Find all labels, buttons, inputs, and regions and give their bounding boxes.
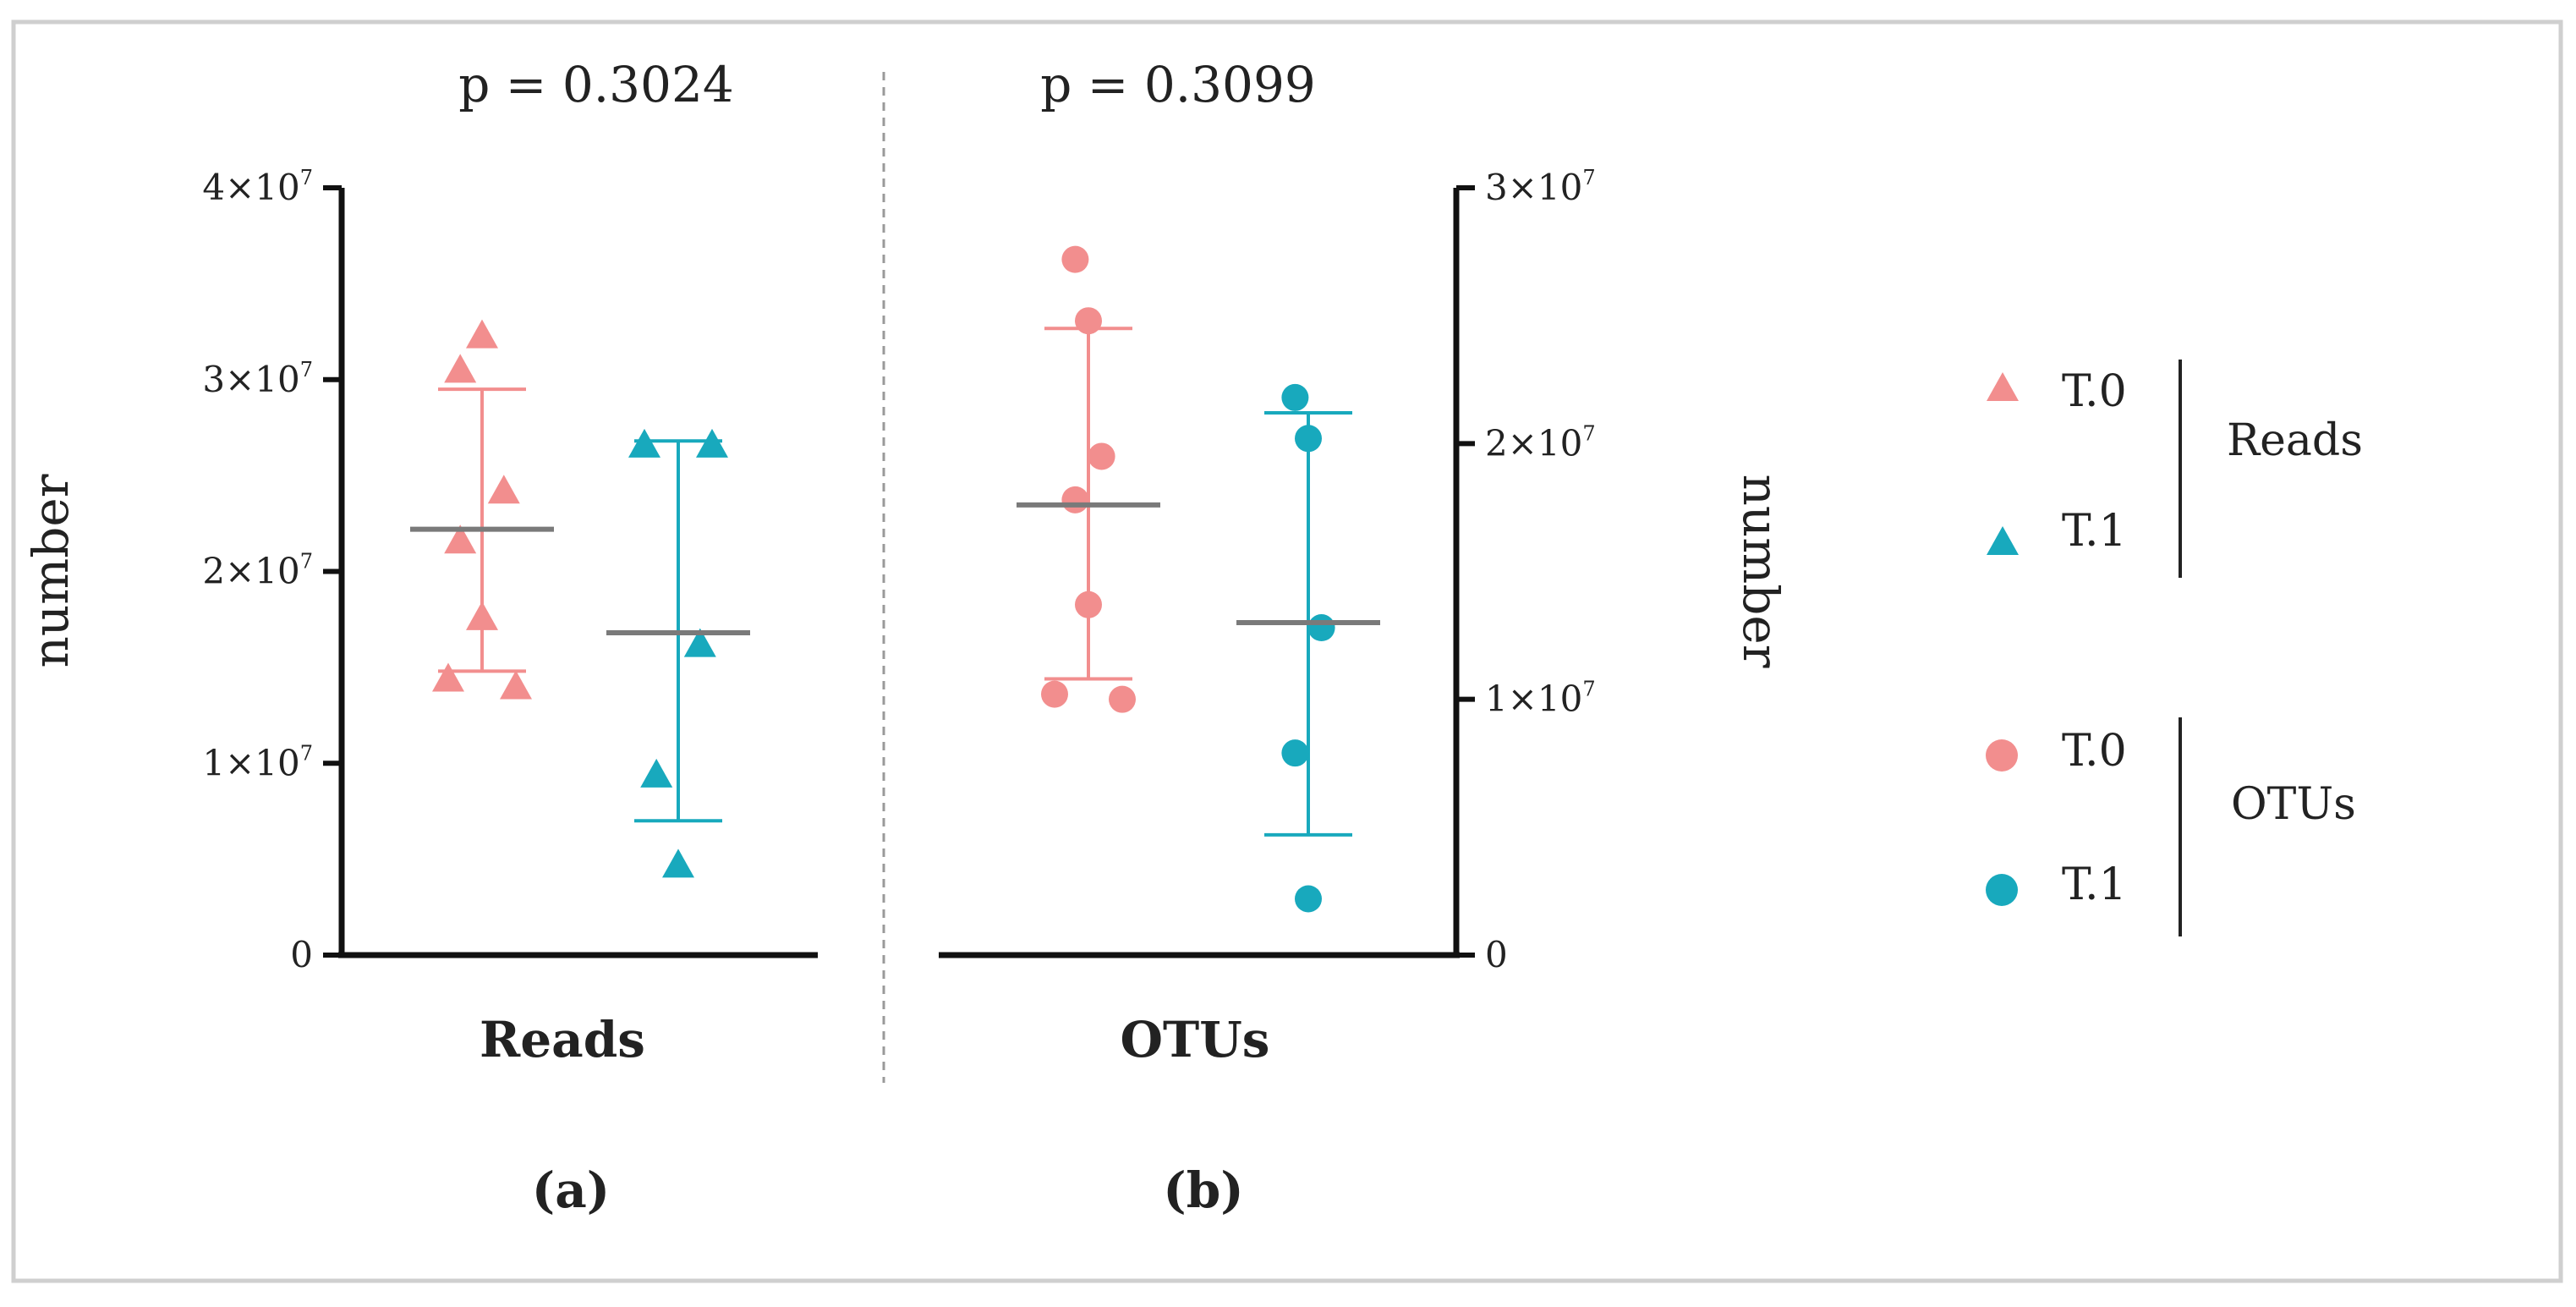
y-tick-label-a-4: 4×107 [202, 166, 313, 208]
p-value-b: p = 0.3099 [1040, 56, 1316, 113]
point-a-T0-5 [432, 662, 464, 692]
legend-label-reads-t0: T.0 [2062, 366, 2127, 417]
y-axis-label-a: number [22, 474, 79, 667]
panel-a: p = 0.3024 number 01×1072×1073×1074×107 … [22, 56, 818, 1219]
y-ticks-b: 0 1×107 2×107 3×107 [1456, 166, 1596, 975]
point-b-T0-4 [1075, 590, 1102, 618]
y-tick-label-b-0: 0 [1485, 934, 1508, 975]
point-a-T1-1 [696, 428, 728, 458]
point-b-T1-0 [1281, 383, 1309, 411]
point-b-T1-4 [1295, 885, 1322, 913]
legend-marker-otus-t1 [1986, 874, 2018, 906]
point-b-T1-2 [1307, 614, 1335, 642]
y-tick-label-a-3: 3×107 [202, 358, 313, 400]
y-tick-exp-b-2: 7 [1582, 421, 1595, 445]
point-a-T1-4 [662, 848, 694, 878]
legend: T.0 T.1 Reads T.0 T.1 OTUs [1986, 360, 2363, 936]
point-a-T1-0 [628, 428, 660, 458]
y-tick-label-a-1: 1×107 [202, 741, 313, 783]
category-label-b: OTUs [1121, 1011, 1270, 1068]
point-a-T0-2 [487, 475, 520, 504]
y-tick-label-b-2: 2×107 [1485, 421, 1596, 464]
legend-group-label-reads: Reads [2227, 415, 2363, 466]
y-tick-label-a-2: 2×107 [202, 550, 313, 592]
y-tick-label-b-1: 1×107 [1485, 678, 1596, 720]
legend-group-reads: T.0 T.1 Reads [1987, 360, 2363, 578]
y-tick-exp-a-4: 7 [300, 166, 313, 189]
data-marks-a [410, 319, 750, 878]
point-a-T0-1 [466, 319, 498, 349]
panel-label-b: (b) [1163, 1161, 1243, 1219]
legend-marker-otus-t0 [1986, 739, 2018, 772]
y-tick-label-a-0: 0 [290, 934, 313, 975]
point-b-T0-6 [1109, 685, 1136, 713]
y-tick-exp-b-1: 7 [1582, 678, 1595, 701]
point-a-T0-4 [466, 601, 498, 630]
point-b-T0-3 [1061, 486, 1089, 513]
legend-group-otus: T.0 T.1 OTUs [1986, 717, 2356, 936]
point-b-T0-1 [1075, 307, 1102, 335]
point-b-T1-1 [1295, 425, 1322, 453]
point-a-T0-6 [500, 670, 532, 700]
p-value-a: p = 0.3024 [458, 56, 734, 113]
legend-marker-reads-t0 [1987, 372, 2019, 401]
y-ticks-a: 0 1×107 2×107 3×107 4×107 [202, 166, 342, 975]
legend-marker-reads-t1 [1987, 526, 2019, 555]
y-tick-label-b-3: 3×107 [1485, 166, 1596, 208]
point-a-T1-2 [683, 628, 716, 657]
point-a-T0-0 [444, 354, 477, 383]
legend-label-reads-t1: T.1 [2062, 506, 2127, 557]
legend-group-label-otus: OTUs [2231, 779, 2356, 830]
category-label-a: Reads [480, 1011, 645, 1068]
point-a-T1-3 [640, 758, 673, 788]
y-tick-exp-a-3: 7 [300, 358, 313, 382]
panel-label-a: (a) [532, 1161, 610, 1219]
data-marks-b [1017, 245, 1380, 913]
point-b-T1-3 [1281, 739, 1309, 767]
figure-frame [11, 19, 2563, 1283]
legend-label-otus-t1: T.1 [2062, 859, 2127, 910]
point-b-T0-5 [1041, 680, 1068, 708]
y-tick-exp-a-1: 7 [300, 741, 313, 765]
y-tick-exp-b-3: 7 [1582, 166, 1595, 189]
point-b-T0-2 [1088, 442, 1115, 470]
y-axis-label-b: number [1732, 475, 1789, 668]
y-tick-exp-a-2: 7 [300, 550, 313, 574]
point-b-T0-0 [1061, 245, 1089, 273]
point-a-T0-3 [444, 524, 477, 554]
legend-label-otus-t0: T.0 [2062, 726, 2127, 777]
